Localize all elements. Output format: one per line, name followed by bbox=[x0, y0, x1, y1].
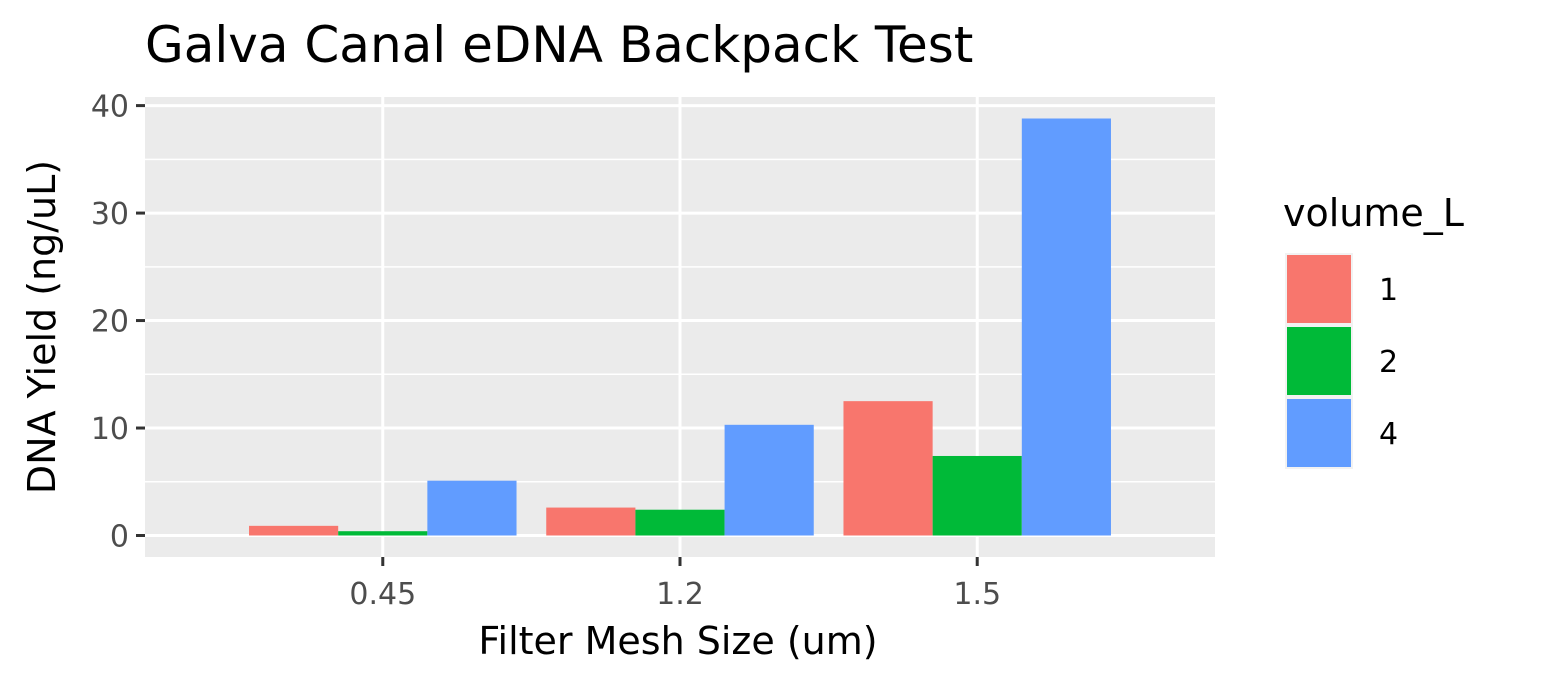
y-axis-title: DNA Yield (ng/uL) bbox=[20, 160, 64, 494]
y-axis: 0 10 20 30 40 bbox=[91, 90, 145, 555]
bar bbox=[724, 424, 814, 536]
x-axis: 0.45 1.2 1.5 bbox=[349, 557, 1001, 612]
bars-group bbox=[249, 118, 1111, 536]
legend-label: 1 bbox=[1379, 273, 1398, 308]
legend-key-swatch bbox=[1287, 327, 1351, 395]
x-tick-label: 1.5 bbox=[953, 577, 1001, 612]
bar bbox=[338, 531, 428, 536]
legend-key-swatch bbox=[1287, 255, 1351, 323]
bar bbox=[1021, 118, 1111, 536]
legend-label: 4 bbox=[1379, 417, 1398, 452]
bar bbox=[932, 455, 1022, 536]
bar bbox=[843, 401, 933, 536]
y-tick-label: 30 bbox=[91, 197, 129, 232]
y-tick-label: 10 bbox=[91, 412, 129, 447]
legend: volume_L 1 2 4 bbox=[1283, 191, 1464, 469]
x-axis-title: Filter Mesh Size (um) bbox=[478, 619, 877, 663]
legend-title: volume_L bbox=[1283, 191, 1464, 235]
chart-title: Galva Canal eDNA Backpack Test bbox=[145, 16, 973, 74]
bar bbox=[249, 525, 339, 536]
y-tick-label: 20 bbox=[91, 305, 129, 340]
x-tick-label: 0.45 bbox=[349, 577, 416, 612]
x-tick-label: 1.2 bbox=[656, 577, 704, 612]
legend-label: 2 bbox=[1379, 345, 1398, 380]
bar bbox=[427, 480, 517, 536]
bar bbox=[635, 509, 725, 536]
y-tick-label: 0 bbox=[110, 520, 129, 555]
y-tick-label: 40 bbox=[91, 90, 129, 125]
bar bbox=[546, 507, 636, 536]
legend-key-swatch bbox=[1287, 399, 1351, 467]
